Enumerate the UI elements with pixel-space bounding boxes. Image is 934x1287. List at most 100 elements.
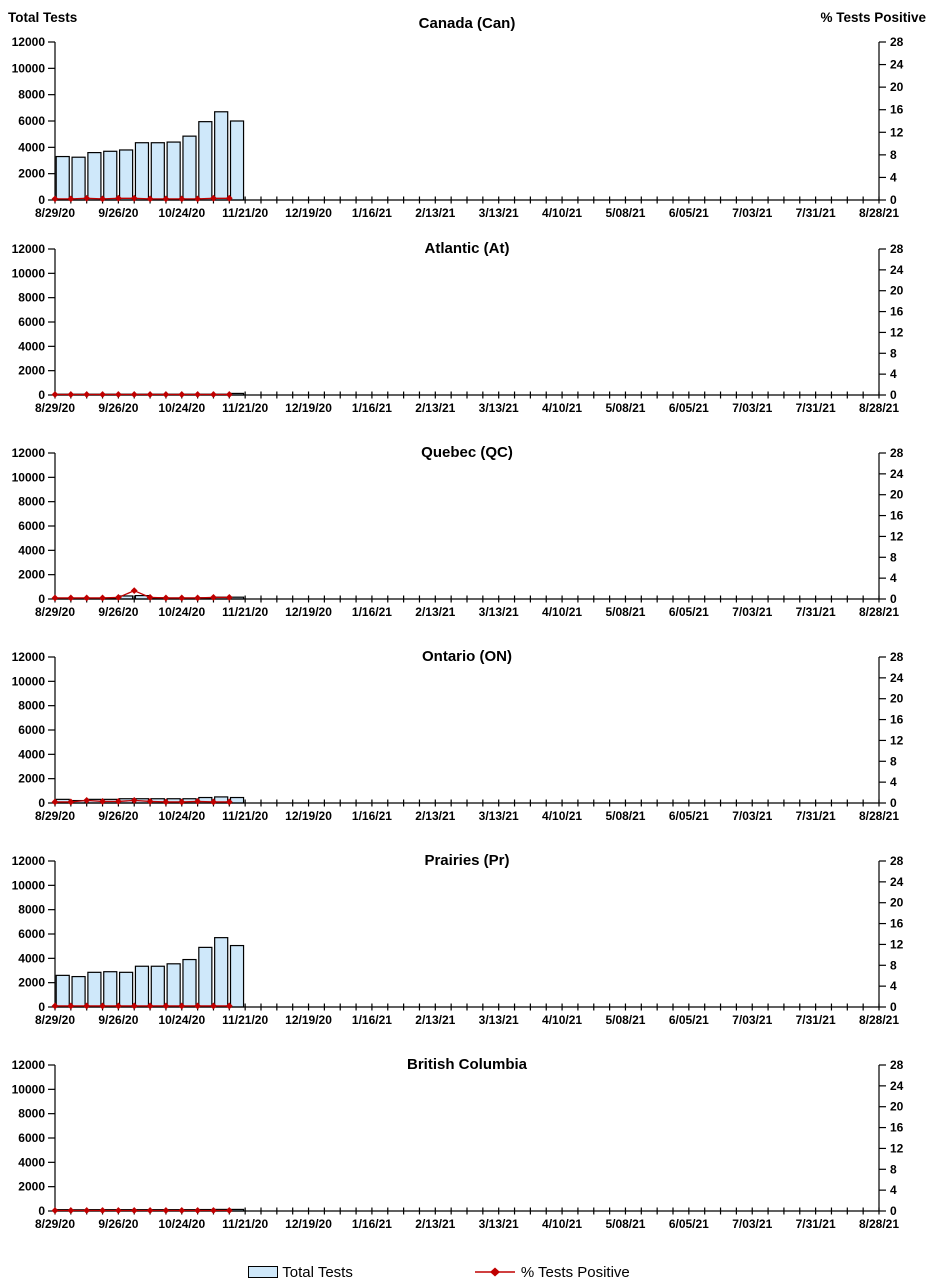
left-tick-label: 8000 bbox=[18, 1107, 45, 1121]
right-tick-label: 8 bbox=[890, 550, 897, 564]
right-tick-label: 28 bbox=[890, 854, 904, 868]
x-tick-label: 1/16/21 bbox=[352, 1013, 392, 1027]
x-tick-label: 2/13/21 bbox=[415, 605, 455, 619]
diamond-marker-icon bbox=[130, 194, 138, 202]
x-tick-label: 5/08/21 bbox=[605, 809, 645, 823]
right-tick-label: 24 bbox=[890, 263, 904, 277]
diamond-marker-icon bbox=[83, 194, 91, 202]
x-tick-label: 2/13/21 bbox=[415, 206, 455, 220]
diamond-marker-icon bbox=[51, 195, 59, 203]
diamond-marker-icon bbox=[146, 195, 154, 203]
left-tick-label: 6000 bbox=[18, 315, 45, 329]
diamond-marker-icon bbox=[114, 194, 122, 202]
x-tick-label: 8/29/20 bbox=[35, 1217, 75, 1231]
right-tick-label: 24 bbox=[890, 467, 904, 481]
left-tick-label: 12000 bbox=[12, 1058, 46, 1072]
diamond-marker-icon bbox=[67, 195, 75, 203]
left-tick-label: 0 bbox=[38, 796, 45, 810]
diamond-marker-icon bbox=[146, 391, 154, 398]
x-tick-label: 1/16/21 bbox=[352, 206, 392, 220]
right-tick-label: 16 bbox=[890, 917, 904, 931]
diamond-marker-icon bbox=[99, 391, 106, 398]
right-tick-label: 0 bbox=[890, 796, 897, 810]
bar bbox=[55, 974, 70, 1008]
right-tick-label: 16 bbox=[890, 305, 904, 319]
left-tick-label: 12000 bbox=[12, 242, 46, 256]
x-tick-label: 2/13/21 bbox=[415, 809, 455, 823]
diamond-marker-icon bbox=[178, 1002, 186, 1010]
x-tick-label: 7/03/21 bbox=[732, 605, 772, 619]
right-tick-label: 4 bbox=[890, 367, 897, 381]
bar bbox=[229, 120, 245, 201]
bar bbox=[182, 135, 197, 201]
diamond-marker-icon bbox=[130, 391, 138, 398]
chart-quebec: Quebec (QC) 0 2000 4000 6000 8000 10000 12000 0 4… bbox=[12, 444, 904, 619]
right-tick-label: 24 bbox=[890, 875, 904, 889]
diamond-marker-icon bbox=[210, 1207, 217, 1214]
bar bbox=[71, 975, 86, 1008]
bar bbox=[118, 149, 134, 201]
left-tick-label: 6000 bbox=[18, 114, 45, 128]
bar bbox=[229, 944, 245, 1008]
x-tick-label: 10/24/20 bbox=[158, 605, 205, 619]
bar bbox=[150, 142, 165, 201]
right-tick-label: 28 bbox=[890, 35, 904, 49]
bar bbox=[166, 141, 181, 201]
diamond-marker-icon bbox=[99, 1207, 106, 1214]
left-tick-label: 12000 bbox=[12, 446, 46, 460]
axes bbox=[48, 41, 886, 204]
axes bbox=[48, 452, 886, 603]
diamond-marker-icon bbox=[162, 195, 170, 203]
diamond-marker-icon bbox=[83, 796, 91, 804]
diamond-marker-icon bbox=[67, 1207, 75, 1214]
positivity-line bbox=[51, 391, 233, 398]
diamond-marker-icon bbox=[114, 391, 122, 398]
bar bbox=[118, 971, 134, 1008]
left-tick-label: 4000 bbox=[18, 339, 45, 353]
chart-atlantic: Atlantic (At) 0 2000 4000 6000 8000 10000 12000… bbox=[12, 240, 904, 415]
x-tick-label: 11/21/20 bbox=[222, 401, 268, 415]
diamond-marker-icon bbox=[194, 1002, 202, 1010]
right-tick-label: 16 bbox=[890, 713, 904, 727]
x-tick-label: 9/26/20 bbox=[98, 1217, 138, 1231]
x-tick-label: 1/16/21 bbox=[352, 1217, 392, 1231]
right-tick-label: 4 bbox=[890, 979, 897, 993]
bar bbox=[214, 937, 229, 1008]
x-tick-label: 8/29/20 bbox=[35, 605, 75, 619]
axes bbox=[48, 860, 886, 1011]
x-tick-label: 12/19/20 bbox=[285, 1217, 332, 1231]
chart-ontario: Ontario (ON) 0 2000 4000 6000 8000 10000 12000 0… bbox=[12, 648, 904, 823]
left-tick-label: 4000 bbox=[18, 543, 45, 557]
bar bbox=[166, 963, 181, 1008]
x-tick-label: 12/19/20 bbox=[285, 1013, 332, 1027]
left-tick-label: 12000 bbox=[12, 35, 46, 49]
diamond-marker-icon bbox=[99, 195, 106, 203]
left-tick-label: 8000 bbox=[18, 903, 45, 917]
right-tick-label: 20 bbox=[890, 488, 904, 502]
left-tick-label: 4000 bbox=[18, 140, 45, 154]
diamond-marker-icon bbox=[130, 1207, 138, 1214]
diamond-marker-icon bbox=[194, 1207, 202, 1214]
x-tick-label: 6/05/21 bbox=[669, 809, 709, 823]
x-tick-label: 1/16/21 bbox=[352, 401, 392, 415]
diamond-marker-icon bbox=[51, 1207, 59, 1214]
x-tick-label: 4/10/21 bbox=[542, 605, 582, 619]
x-tick-label: 8/29/20 bbox=[35, 401, 75, 415]
right-tick-label: 8 bbox=[890, 148, 897, 162]
x-tick-label: 4/10/21 bbox=[542, 401, 582, 415]
right-tick-label: 24 bbox=[890, 58, 904, 72]
bar bbox=[198, 946, 213, 1008]
chart-canada: Canada (Can) Total Tests % Tests Positive 0… bbox=[8, 10, 926, 220]
diamond-marker-icon bbox=[146, 1207, 154, 1214]
diamond-marker-icon bbox=[67, 391, 75, 398]
x-tick-label: 7/03/21 bbox=[732, 1217, 772, 1231]
diamond-marker-icon bbox=[210, 1002, 217, 1010]
x-tick-label: 7/03/21 bbox=[732, 1013, 772, 1027]
diamond-marker-icon bbox=[225, 194, 233, 202]
left-tick-label: 6000 bbox=[18, 723, 45, 737]
left-tick-label: 6000 bbox=[18, 519, 45, 533]
right-tick-label: 28 bbox=[890, 242, 904, 256]
bar bbox=[103, 971, 118, 1008]
diamond-marker-icon bbox=[83, 1002, 91, 1010]
x-tick-label: 2/13/21 bbox=[415, 1217, 455, 1231]
